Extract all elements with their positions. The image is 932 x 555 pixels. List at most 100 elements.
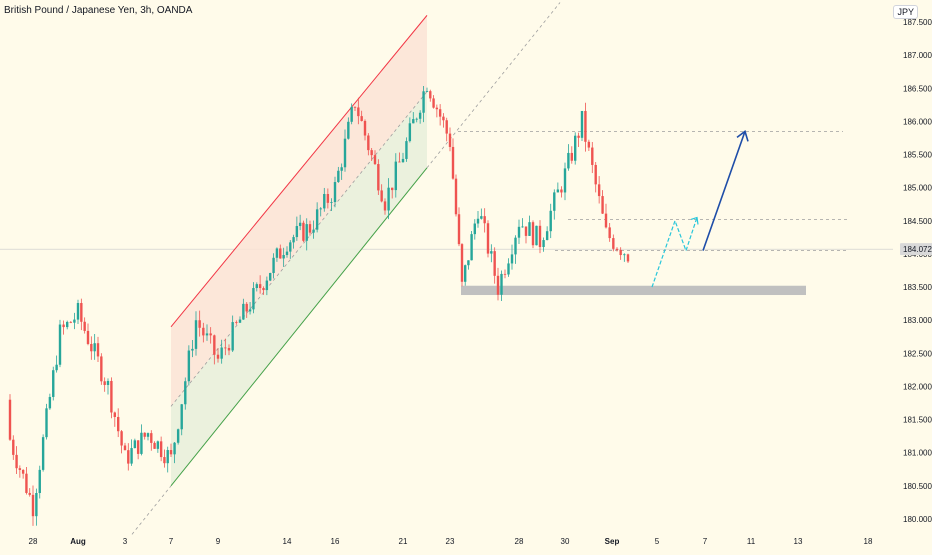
candle-body xyxy=(448,133,452,147)
candle-body xyxy=(422,91,425,113)
candle-body xyxy=(18,468,22,470)
candle-body xyxy=(83,321,86,331)
candle-body xyxy=(435,107,439,110)
candle-body xyxy=(330,202,333,203)
candle-body xyxy=(58,324,62,365)
channel-lower-projection xyxy=(426,2,561,169)
candle-body xyxy=(269,273,272,281)
y-tick-label: 182.500 xyxy=(903,349,932,358)
candle-body xyxy=(597,184,601,197)
candle-body xyxy=(538,225,542,248)
candle-body xyxy=(480,216,483,219)
chart-title: British Pound / Japanese Yen, 3h, OANDA xyxy=(4,5,193,16)
candle-body xyxy=(510,254,514,264)
candle-body xyxy=(470,234,473,261)
candle-body xyxy=(476,218,480,224)
candle-body xyxy=(418,112,422,119)
candle-body xyxy=(238,319,242,323)
candle-body xyxy=(340,167,343,171)
support-zone xyxy=(461,285,806,296)
candle-body xyxy=(360,116,363,121)
candle-body xyxy=(159,441,163,458)
candle-body xyxy=(80,303,83,322)
candle-body xyxy=(500,273,503,295)
candle-body xyxy=(535,225,538,246)
x-tick-label: 23 xyxy=(446,537,455,546)
candle-body xyxy=(140,432,143,454)
candle-body xyxy=(127,450,130,464)
projection-blue-line xyxy=(702,131,746,251)
candle-body xyxy=(90,343,93,352)
x-tick-label: 30 xyxy=(561,537,570,546)
candle-body xyxy=(542,240,545,248)
candle-body xyxy=(490,251,493,254)
candle-body xyxy=(432,98,435,108)
candle-body xyxy=(521,226,524,228)
candle-body xyxy=(258,284,262,289)
candle-body xyxy=(451,146,455,179)
candle-body xyxy=(194,320,198,349)
candle-body xyxy=(213,335,216,355)
candle-body xyxy=(326,193,330,203)
candle-body xyxy=(265,280,269,291)
y-tick-label: 182.000 xyxy=(903,382,932,391)
candle-body xyxy=(319,208,322,210)
candle-body xyxy=(130,448,133,464)
candle-body xyxy=(398,161,401,163)
currency-badge[interactable]: JPY xyxy=(893,5,918,19)
candle-body xyxy=(180,404,183,430)
candle-body xyxy=(38,469,41,494)
candle-body xyxy=(619,249,622,256)
y-tick-label: 185.500 xyxy=(903,151,932,160)
y-tick-label: 185.000 xyxy=(903,184,932,193)
candle-body xyxy=(591,147,594,165)
channel-lower-line xyxy=(170,167,428,487)
candle-body xyxy=(28,492,31,495)
x-tick-label: 9 xyxy=(216,537,221,546)
channel-upper-fill xyxy=(171,15,427,407)
candle-body xyxy=(133,440,137,449)
candle-body xyxy=(282,255,285,259)
candle-body xyxy=(333,182,337,203)
y-tick-label: 180.500 xyxy=(903,482,932,491)
candle-body xyxy=(312,229,315,233)
candle-body xyxy=(100,356,103,382)
candle-body xyxy=(295,226,299,238)
candle-body xyxy=(401,158,405,163)
candle-body xyxy=(15,454,18,469)
candle-body xyxy=(227,348,231,351)
channel-lower-extension xyxy=(131,485,172,535)
candle-body xyxy=(587,141,591,148)
candle-body xyxy=(496,275,500,295)
candle-body xyxy=(370,150,373,156)
x-tick-label: 28 xyxy=(515,537,524,546)
candle-body xyxy=(460,244,464,282)
candle-body xyxy=(275,248,279,258)
candle-body xyxy=(549,210,552,232)
candle-body xyxy=(415,118,418,120)
y-tick-label: 187.000 xyxy=(903,51,932,60)
y-tick-label: 187.500 xyxy=(903,18,932,27)
x-tick-label: 16 xyxy=(331,537,340,546)
candle-body xyxy=(425,91,429,92)
candle-body xyxy=(216,354,220,359)
candle-body xyxy=(626,254,630,262)
candle-body xyxy=(187,350,191,382)
candle-body xyxy=(292,237,295,243)
candle-body xyxy=(176,429,180,443)
candle-body xyxy=(612,238,615,249)
candle-body xyxy=(245,303,248,312)
x-tick-label: 3 xyxy=(123,537,128,546)
candle-body xyxy=(457,214,461,245)
candle-body xyxy=(584,110,587,142)
candle-body xyxy=(209,333,212,336)
candle-body xyxy=(41,437,45,470)
candle-body xyxy=(580,110,584,138)
candle-body xyxy=(373,155,377,165)
candle-body xyxy=(298,222,302,227)
candle-body xyxy=(153,442,156,449)
candle-body xyxy=(464,265,467,282)
candle-body xyxy=(45,408,48,438)
